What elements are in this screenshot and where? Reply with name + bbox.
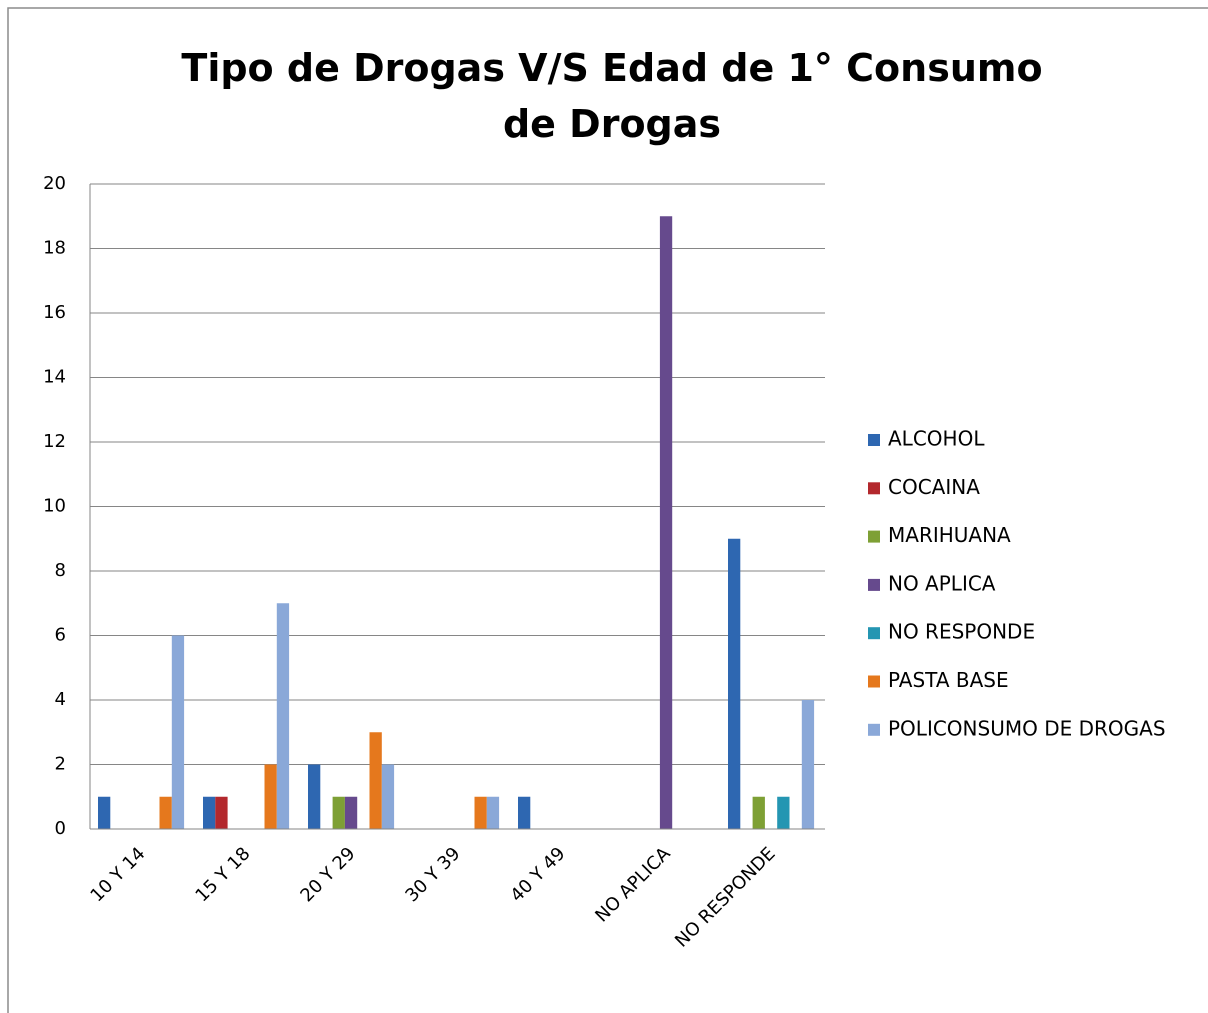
y-tick-label: 8 bbox=[55, 560, 66, 581]
bar bbox=[308, 764, 321, 829]
x-tick-label: 15 Y 18 bbox=[191, 843, 254, 906]
bar bbox=[344, 796, 358, 829]
x-tick-label: 20 Y 29 bbox=[296, 843, 359, 906]
legend-label: COCAINA bbox=[888, 475, 980, 499]
legend-swatch bbox=[868, 482, 880, 495]
y-tick-label: 10 bbox=[43, 496, 66, 517]
bar bbox=[381, 764, 395, 829]
legend-swatch bbox=[868, 723, 880, 736]
bar bbox=[659, 216, 673, 829]
bar bbox=[264, 764, 277, 829]
x-tick-label: NO RESPONDE bbox=[671, 843, 779, 951]
bar bbox=[801, 700, 815, 829]
bar bbox=[518, 796, 531, 829]
legend-swatch bbox=[868, 434, 880, 446]
bar bbox=[474, 796, 487, 829]
y-tick-label: 20 bbox=[43, 173, 66, 194]
x-tick-label: 10 Y 14 bbox=[86, 843, 149, 906]
y-tick-label: 16 bbox=[43, 302, 66, 323]
y-tick-label: 0 bbox=[55, 818, 66, 839]
y-tick-label: 6 bbox=[55, 625, 66, 646]
bar bbox=[215, 796, 228, 829]
y-tick-label: 12 bbox=[43, 431, 66, 452]
legend-swatch bbox=[868, 627, 880, 640]
legend-label: PASTA BASE bbox=[888, 668, 1009, 692]
legend-label: NO RESPONDE bbox=[888, 620, 1035, 644]
x-tick-label: 30 Y 39 bbox=[401, 843, 464, 906]
y-tick-label: 18 bbox=[43, 238, 66, 259]
bar bbox=[332, 796, 345, 829]
bar bbox=[728, 538, 741, 829]
legend-label: ALCOHOL bbox=[888, 427, 985, 451]
legend-swatch bbox=[868, 578, 880, 591]
bar bbox=[159, 796, 172, 829]
bar bbox=[369, 732, 382, 829]
chart-title: Tipo de Drogas V/S Edad de 1° Consumo de… bbox=[181, 46, 1043, 146]
legend-label: NO APLICA bbox=[888, 571, 996, 595]
legend-label: MARIHUANA bbox=[888, 523, 1011, 547]
y-tick-label: 2 bbox=[55, 754, 66, 775]
bar bbox=[276, 603, 290, 829]
bar bbox=[752, 796, 765, 829]
bar bbox=[171, 635, 185, 829]
y-tick-label: 14 bbox=[43, 367, 66, 388]
legend-swatch bbox=[868, 675, 880, 688]
x-tick-label: 40 Y 49 bbox=[506, 843, 569, 906]
bar bbox=[98, 796, 111, 829]
bar bbox=[486, 796, 500, 829]
x-tick-label: NO APLICA bbox=[591, 843, 675, 927]
legend-label: POLICONSUMO DE DROGAS bbox=[888, 716, 1166, 740]
legend-swatch bbox=[868, 530, 880, 543]
bar bbox=[777, 796, 790, 829]
chart-border bbox=[7, 7, 1208, 1013]
y-tick-label: 4 bbox=[55, 689, 66, 710]
bar bbox=[203, 796, 216, 829]
